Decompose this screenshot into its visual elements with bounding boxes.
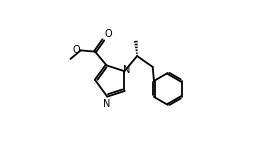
Text: N: N	[123, 65, 131, 75]
Text: O: O	[104, 29, 112, 39]
Text: N: N	[103, 99, 110, 109]
Text: O: O	[72, 45, 80, 55]
